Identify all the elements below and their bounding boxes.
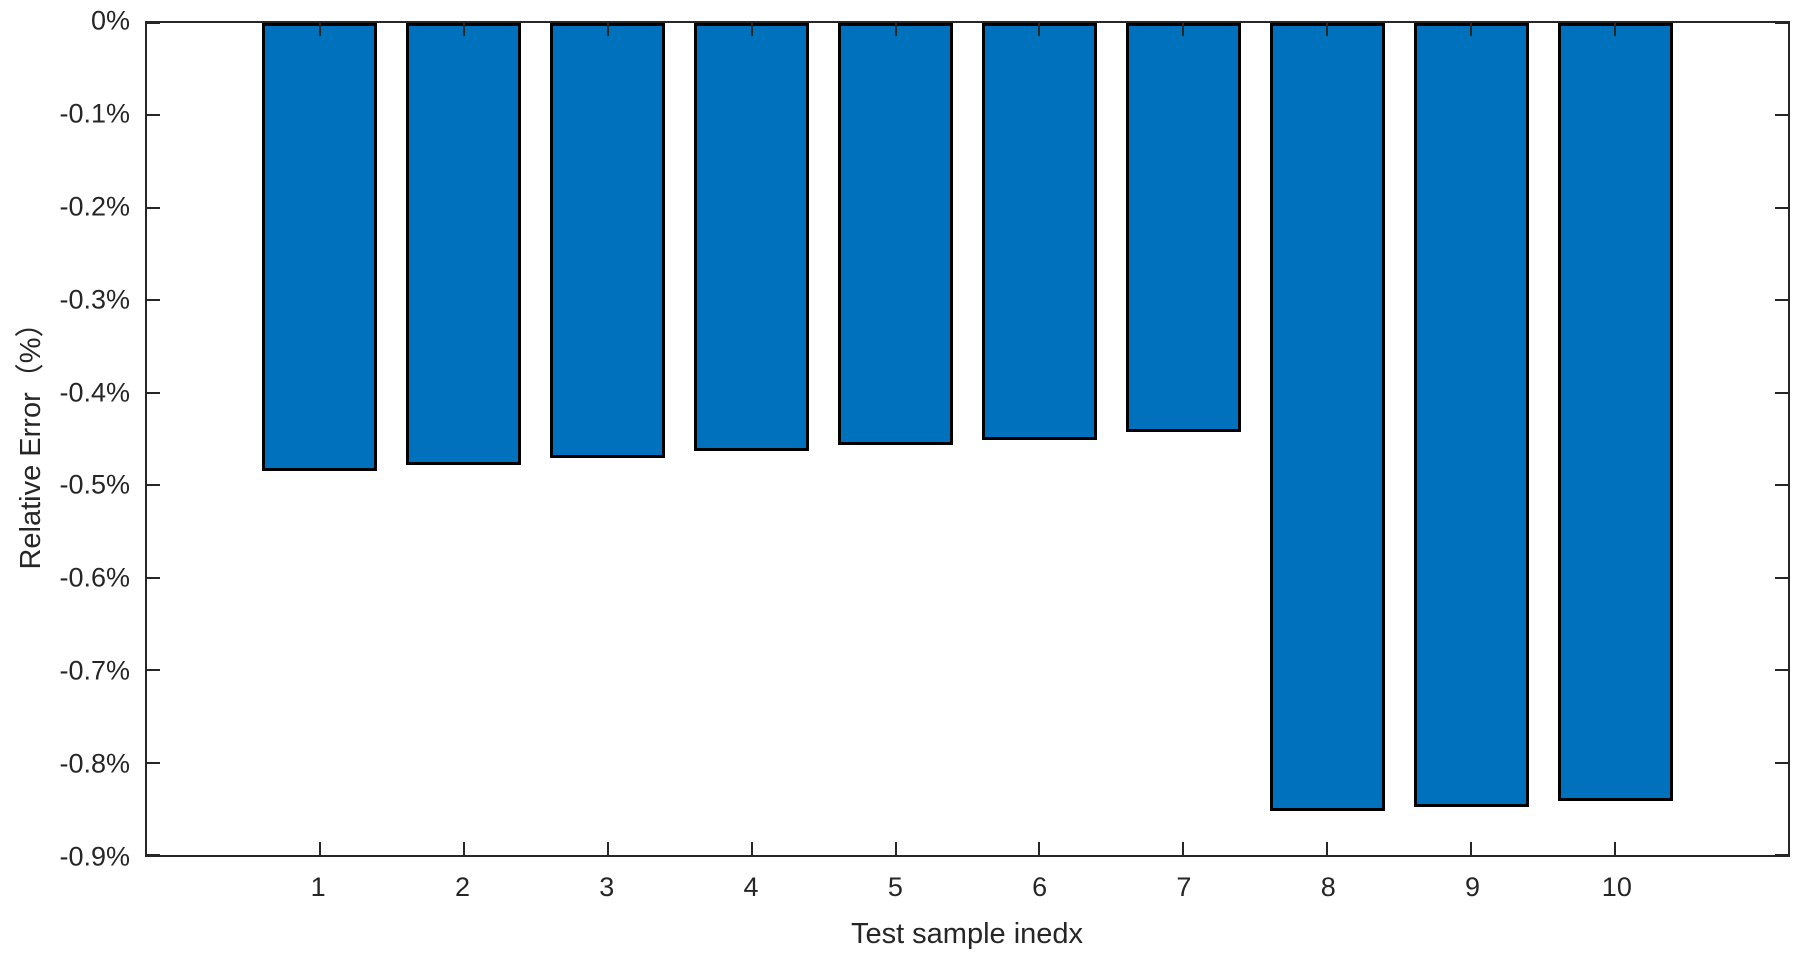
y-tick-mark [147,761,160,764]
x-tick-label: 6 [1032,872,1048,902]
bar-sample-3 [550,23,666,459]
y-tick-mark [1775,299,1788,302]
y-tick-mark [147,854,160,856]
y-tick-mark [1775,22,1788,24]
x-tick-mark [318,23,321,36]
y-tick-mark [147,299,160,302]
y-tick-mark [1775,576,1788,579]
y-tick-label: 0% [90,5,130,36]
x-tick-label: 8 [1320,872,1336,902]
y-tick-mark [147,114,160,117]
y-tick-label: -0.8% [59,748,130,779]
x-tick-mark [1038,23,1041,36]
y-tick-mark [147,669,160,672]
x-tick-mark [894,23,897,36]
x-tick-mark [1470,23,1473,36]
x-tick-mark [1326,842,1329,855]
bar-sample-8 [1269,23,1385,811]
y-tick-mark [147,206,160,209]
y-tick-label: -0.6% [59,562,130,593]
y-tick-label: -0.1% [59,98,130,129]
y-tick-mark [1775,206,1788,209]
y-tick-label: -0.3% [59,284,130,315]
x-tick-mark [1182,842,1185,855]
y-tick-mark [1775,669,1788,672]
x-tick-mark [894,842,897,855]
x-tick-mark [1182,23,1185,36]
y-tick-mark [147,576,160,579]
y-tick-mark [147,391,160,394]
x-tick-mark [1326,23,1329,36]
x-tick-label: 3 [599,872,615,902]
bar-sample-6 [981,23,1098,440]
y-tick-mark [1775,391,1788,394]
y-tick-label: -0.5% [59,469,130,500]
x-tick-mark [318,842,321,855]
x-tick-mark [1038,842,1041,855]
x-axis-label: Test sample inedx [850,918,1084,950]
x-tick-mark [750,23,753,36]
y-tick-mark [147,22,160,24]
y-tick-label: -0.4% [59,377,130,408]
y-tick-label: -0.9% [59,841,130,872]
x-tick-mark [462,842,465,855]
plot-area [145,21,1790,857]
x-tick-label: 1 [310,872,326,902]
y-axis-label: Relative Error（%） [15,308,47,570]
y-tick-mark [1775,854,1788,856]
x-tick-label: 9 [1465,872,1481,902]
x-tick-mark [750,842,753,855]
bar-sample-1 [262,23,378,472]
y-tick-mark [1775,114,1788,117]
y-tick-mark [1775,484,1788,487]
x-tick-label: 10 [1601,872,1632,902]
y-tick-label: -0.2% [59,191,130,222]
x-tick-mark [1614,842,1617,855]
y-tick-mark [1775,761,1788,764]
x-tick-mark [1470,842,1473,855]
y-tick-mark [147,484,160,487]
bar-sample-7 [1125,23,1241,432]
bar-sample-2 [406,23,522,465]
x-tick-label: 2 [454,872,470,902]
x-tick-label: 7 [1176,872,1192,902]
bar-sample-4 [693,23,810,452]
x-tick-mark [1614,23,1617,36]
x-tick-label: 4 [743,872,759,902]
x-tick-mark [606,842,609,855]
x-tick-mark [606,23,609,36]
x-tick-label: 5 [887,872,903,902]
bar-sample-9 [1413,23,1529,807]
x-tick-mark [462,23,465,36]
bar-sample-5 [837,23,954,446]
bar-sample-10 [1557,23,1673,802]
y-tick-label: -0.7% [59,655,130,686]
